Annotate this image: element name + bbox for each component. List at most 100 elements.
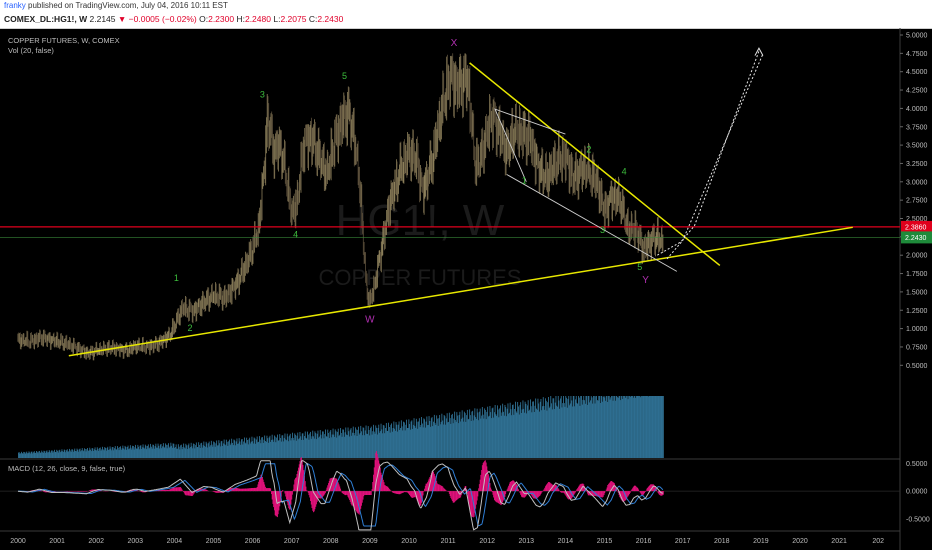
macd-histogram-bar bbox=[428, 478, 430, 492]
macd-histogram-bar bbox=[606, 487, 608, 492]
volume-bar bbox=[481, 415, 483, 458]
volume-bar bbox=[105, 450, 107, 458]
volume-bar bbox=[60, 452, 61, 458]
publisher-link[interactable]: franky bbox=[4, 1, 26, 10]
volume-bar bbox=[504, 405, 506, 458]
macd-histogram-bar bbox=[481, 470, 483, 492]
volume-bar bbox=[49, 451, 51, 458]
volume-bar bbox=[196, 447, 198, 458]
time-axis-label: 2019 bbox=[753, 538, 769, 545]
macd-histogram-bar bbox=[189, 491, 191, 496]
volume-bar bbox=[112, 447, 114, 458]
volume-bar bbox=[76, 448, 78, 458]
macd-histogram-bar bbox=[401, 491, 403, 494]
volume-bar bbox=[183, 443, 185, 458]
macd-histogram-bar bbox=[81, 491, 83, 492]
macd-histogram-bar bbox=[360, 491, 362, 509]
macd-histogram-bar bbox=[470, 491, 472, 517]
volume-bar bbox=[600, 396, 602, 458]
volume-bar bbox=[141, 449, 142, 458]
volume-bar bbox=[310, 431, 311, 458]
macd-histogram-bar bbox=[591, 491, 593, 496]
macd-histogram-bar bbox=[546, 484, 548, 492]
macd-histogram-bar bbox=[627, 491, 629, 497]
volume-bar bbox=[186, 449, 188, 458]
volume-bar bbox=[497, 409, 499, 458]
volume-bar bbox=[34, 452, 36, 458]
volume-bar bbox=[352, 432, 353, 458]
volume-bar bbox=[587, 396, 589, 458]
volume-bar bbox=[635, 396, 637, 458]
macd-histogram-bar bbox=[629, 491, 630, 494]
macd-histogram-bar bbox=[359, 491, 361, 512]
macd-histogram-bar bbox=[228, 488, 230, 492]
volume-bar bbox=[501, 412, 503, 458]
macd-histogram-bar bbox=[422, 491, 424, 496]
volume-bar bbox=[259, 439, 261, 458]
volume-bar bbox=[167, 444, 169, 458]
volume-bar bbox=[475, 417, 477, 458]
volume-bar bbox=[452, 423, 454, 458]
volume-bar bbox=[506, 408, 508, 458]
volume-bar bbox=[132, 445, 133, 458]
volume-bar bbox=[114, 446, 116, 458]
macd-histogram-bar bbox=[367, 491, 369, 495]
macd-histogram-bar bbox=[622, 491, 624, 502]
volume-bar bbox=[543, 406, 545, 458]
volume-bar bbox=[414, 425, 416, 458]
volume-bar bbox=[75, 451, 77, 458]
volume-bar bbox=[614, 400, 616, 458]
macd-histogram-bar bbox=[141, 491, 143, 493]
macd-histogram-bar bbox=[344, 491, 346, 496]
macd-histogram-bar bbox=[440, 485, 442, 492]
volume-bar bbox=[144, 448, 145, 458]
macd-histogram-bar bbox=[396, 491, 398, 494]
macd-histogram-bar bbox=[132, 489, 134, 492]
volume-bar bbox=[108, 450, 109, 458]
volume-bar bbox=[567, 398, 569, 458]
volume-bar bbox=[502, 403, 504, 458]
macd-histogram-bar bbox=[186, 491, 188, 496]
macd-histogram-bar bbox=[299, 461, 301, 492]
volume-bar bbox=[36, 451, 37, 458]
price-axis-label: 0.5000 bbox=[906, 363, 928, 370]
macd-histogram-bar bbox=[641, 491, 643, 496]
macd-histogram-bar bbox=[514, 481, 516, 492]
time-axis-label: 2002 bbox=[88, 538, 104, 545]
volume-bar bbox=[453, 418, 455, 458]
macd-histogram-bar bbox=[617, 491, 619, 493]
macd-histogram-bar bbox=[286, 491, 288, 503]
macd-histogram-bar bbox=[587, 491, 588, 494]
volume-bar bbox=[484, 408, 486, 458]
macd-histogram-bar bbox=[497, 491, 498, 503]
macd-histogram-bar bbox=[165, 489, 167, 492]
macd-histogram-bar bbox=[325, 489, 327, 492]
volume-bar bbox=[228, 441, 230, 458]
macd-histogram-bar bbox=[241, 488, 242, 492]
macd-histogram-bar bbox=[394, 491, 395, 494]
publish-header: franky published on TradingView.com, Jul… bbox=[0, 0, 932, 29]
volume-bar bbox=[229, 439, 230, 458]
volume-bar bbox=[84, 449, 86, 458]
volume-bar bbox=[390, 424, 392, 458]
macd-histogram-bar bbox=[523, 491, 525, 498]
macd-histogram-bar bbox=[480, 474, 482, 492]
price-change: −0.0005 (−0.02%) bbox=[128, 14, 197, 24]
macd-histogram-bar bbox=[437, 484, 439, 492]
volume-bar bbox=[435, 424, 437, 458]
macd-histogram-bar bbox=[555, 484, 557, 492]
volume-bar bbox=[114, 448, 115, 458]
macd-histogram-bar bbox=[364, 491, 365, 495]
macd-histogram-bar bbox=[586, 491, 588, 492]
macd-histogram-bar bbox=[402, 491, 404, 493]
volume-bar bbox=[563, 403, 565, 458]
volume-bar bbox=[549, 406, 551, 458]
volume-bar bbox=[348, 431, 350, 458]
macd-histogram-bar bbox=[487, 470, 489, 492]
macd-histogram-bar bbox=[596, 491, 598, 497]
volume-bar bbox=[441, 413, 443, 458]
wave-label: 3 bbox=[260, 89, 265, 99]
macd-histogram-bar bbox=[229, 488, 231, 492]
volume-bar bbox=[529, 409, 531, 458]
